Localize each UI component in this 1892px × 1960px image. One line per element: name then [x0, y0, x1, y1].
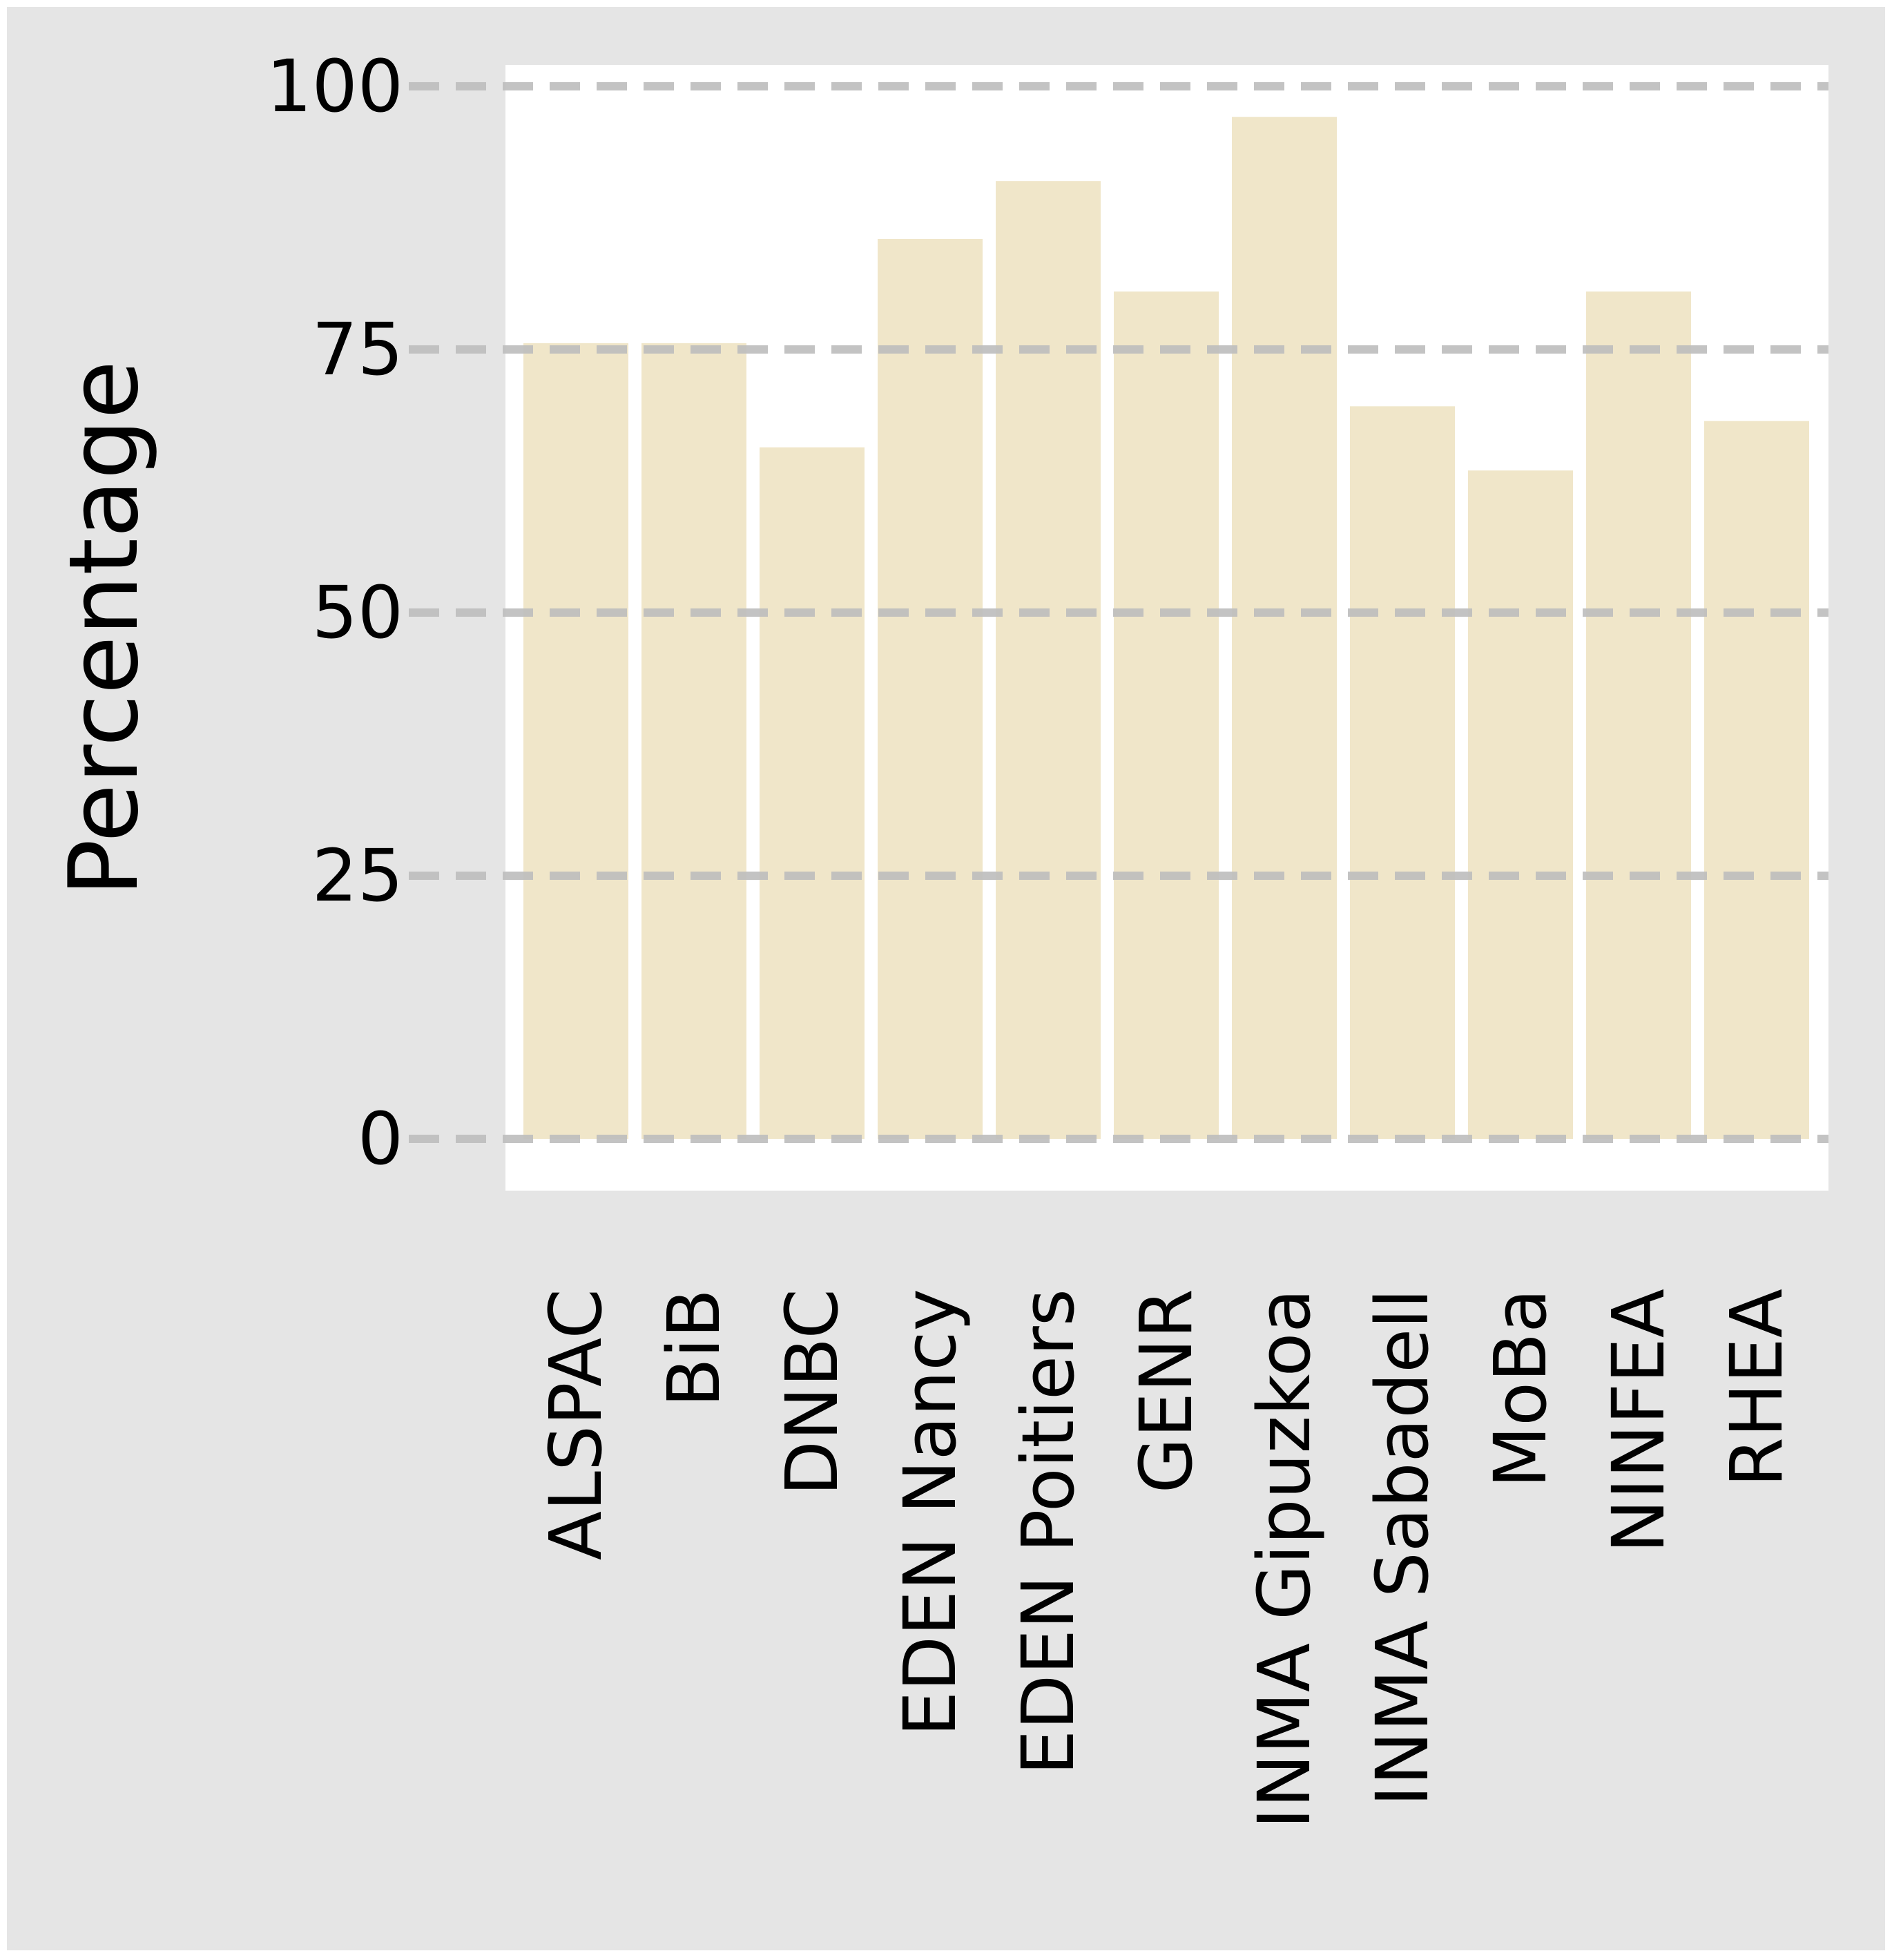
bar-ninfea: [1586, 291, 1691, 1140]
x-tick-label: NINFEA: [1596, 1289, 1681, 1553]
x-tick-labels: ALSPAC BiB DNBC EDEN Nancy EDEN Poitiers GENR…: [534, 1289, 1799, 1829]
bar-inma-gipuzkoa: [1232, 117, 1337, 1139]
x-tick-label: EDEN Poitiers: [1006, 1289, 1090, 1776]
bar-alspac: [523, 343, 628, 1140]
y-tick-label: 0: [358, 1097, 403, 1181]
bar-inma-sabadell: [1350, 406, 1455, 1139]
x-tick-label: RHEA: [1715, 1289, 1799, 1487]
bar-eden-nancy: [878, 238, 983, 1140]
y-tick-label: 50: [312, 570, 403, 655]
y-tick-label: 75: [312, 307, 403, 392]
x-tick-label: INMA Gipuzkoa: [1242, 1289, 1326, 1829]
bar-moba: [1468, 470, 1573, 1139]
bar-dnbc: [760, 447, 865, 1139]
y-tick-label: 100: [266, 44, 403, 128]
x-tick-label: ALSPAC: [534, 1289, 618, 1560]
y-tick-labels: 0 25 50 75 100: [266, 44, 403, 1181]
x-tick-label: MoBa: [1478, 1289, 1563, 1488]
y-tick-label: 25: [312, 834, 403, 918]
x-tick-label: GENR: [1124, 1289, 1208, 1493]
bars-layer: [523, 117, 1809, 1140]
x-tick-label: BiB: [652, 1289, 736, 1407]
x-tick-label: EDEN Nancy: [888, 1289, 972, 1737]
y-axis-label: Percentage: [48, 361, 160, 896]
x-tick-label: INMA Sabadell: [1360, 1289, 1445, 1807]
x-tick-label: DNBC: [770, 1289, 854, 1496]
bar-bib: [641, 343, 746, 1140]
gridlines-layer: [409, 82, 1828, 1143]
bar-genr: [1114, 291, 1219, 1140]
bar-rhea: [1704, 421, 1809, 1139]
bar-eden-poitiers: [996, 181, 1101, 1139]
